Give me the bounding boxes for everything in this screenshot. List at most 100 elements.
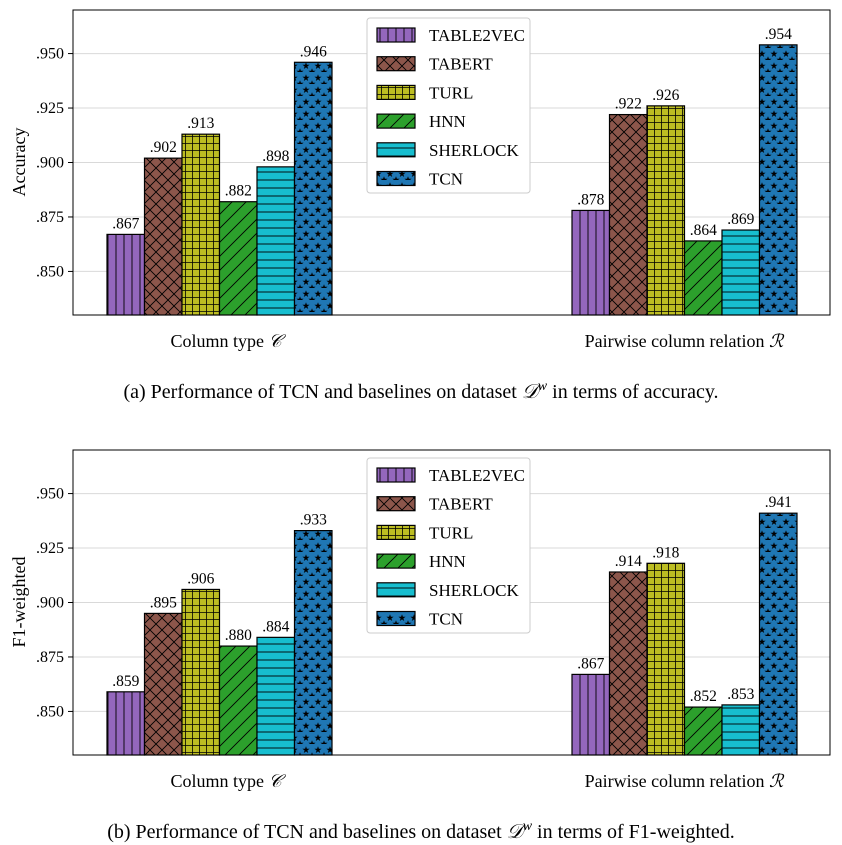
- data-label: .898: [262, 148, 289, 165]
- y-tick-label: .875: [36, 649, 64, 666]
- bars: [106, 44, 798, 316]
- y-tick-label: .950: [36, 46, 64, 63]
- data-label: .859: [112, 673, 139, 690]
- legend-swatch-hatch: [376, 496, 416, 512]
- legend-label: TCN: [429, 610, 463, 629]
- y-tick-label: .850: [36, 703, 64, 720]
- bar-hatch: [571, 673, 611, 756]
- legend-swatch-hatch: [376, 84, 416, 101]
- legend-label: SHERLOCK: [429, 141, 519, 160]
- category-label: Column type 𝒞: [170, 331, 286, 351]
- data-label: .906: [187, 570, 214, 587]
- data-label: .895: [150, 594, 177, 611]
- panel-caption: (a) Performance of TCN and baselines on …: [123, 379, 718, 403]
- bar-hatch: [106, 233, 146, 316]
- category-label: Column type 𝒞: [170, 771, 286, 791]
- legend-label: TABERT: [429, 55, 493, 74]
- data-label: .884: [262, 618, 289, 635]
- bar-hatch: [758, 44, 798, 316]
- data-label: .933: [300, 512, 327, 529]
- legend-swatch-hatch: [376, 553, 416, 569]
- y-tick-label: .875: [36, 209, 64, 226]
- bar-hatch: [721, 704, 761, 756]
- data-label: .902: [150, 139, 177, 156]
- data-label: .946: [300, 43, 327, 60]
- y-tick-label: .900: [36, 155, 64, 172]
- data-label: .954: [765, 26, 792, 43]
- legend-label: SHERLOCK: [429, 581, 519, 600]
- data-label: .878: [577, 191, 604, 208]
- bar-hatch: [646, 562, 686, 756]
- legend-label: TABERT: [429, 495, 493, 514]
- legend: TABLE2VEC TABERT TURL HNN SHERLOCK TCN: [366, 457, 531, 634]
- legend: TABLE2VEC TABERT TURL HNN SHERLOCK TCN: [366, 17, 531, 194]
- data-label: .864: [690, 222, 717, 239]
- bar-hatch: [293, 61, 333, 316]
- bar-hatch: [571, 209, 611, 316]
- y-ticks: .850 .875 .900 .925 .950: [36, 46, 73, 280]
- bar-hatch: [181, 588, 221, 756]
- panel-caption: (b) Performance of TCN and baselines on …: [107, 819, 735, 843]
- category-labels: Column type 𝒞 Pairwise column relation ℛ: [170, 771, 785, 791]
- y-tick-label: .850: [36, 263, 64, 280]
- panel-accuracy: .867 .878 .902 .922 .913 .926 .882 .864 .898 .869…: [9, 9, 831, 403]
- data-label: .913: [187, 115, 214, 132]
- legend-swatch-hatch: [376, 610, 416, 627]
- legend-label: TURL: [429, 83, 473, 102]
- legend-swatch-hatch: [376, 524, 416, 541]
- category-labels: Column type 𝒞 Pairwise column relation ℛ: [170, 331, 785, 351]
- bar-hatch: [143, 157, 183, 316]
- bar-hatch: [721, 229, 761, 316]
- data-label: .880: [225, 627, 252, 644]
- data-labels: .867 .878 .902 .922 .913 .926 .882 .864 .898 .869…: [112, 26, 792, 239]
- data-label: .882: [225, 183, 252, 200]
- legend-swatch-hatch: [376, 170, 416, 187]
- data-label: .922: [615, 96, 642, 113]
- legend-swatch-hatch: [376, 113, 416, 129]
- bar-hatch: [218, 201, 258, 316]
- bar-hatch: [181, 133, 221, 316]
- y-axis-label: Accuracy: [9, 128, 29, 197]
- legend-label: TABLE2VEC: [429, 26, 525, 45]
- bar-hatch: [143, 612, 183, 756]
- bar-hatch: [256, 636, 296, 756]
- bar-hatch: [106, 691, 146, 756]
- y-axis-label: F1-weighted: [9, 557, 29, 648]
- data-labels: .859 .867 .895 .914 .906 .918 .880 .852 .884 .853…: [112, 494, 792, 705]
- bar-hatch: [218, 645, 258, 756]
- bar-hatch: [608, 571, 648, 756]
- bar-hatch: [646, 105, 686, 316]
- legend-label: TCN: [429, 170, 463, 189]
- bar-hatch: [293, 530, 333, 756]
- legend-label: HNN: [429, 552, 466, 571]
- data-label: .918: [652, 544, 679, 561]
- y-tick-label: .925: [36, 100, 64, 117]
- bars: [106, 512, 798, 756]
- category-label: Pairwise column relation ℛ: [585, 331, 785, 351]
- legend-swatch-hatch: [376, 142, 416, 158]
- y-tick-label: .900: [36, 595, 64, 612]
- data-label: .867: [577, 655, 604, 672]
- bar-hatch: [683, 240, 723, 316]
- y-tick-label: .925: [36, 540, 64, 557]
- legend-swatch-hatch: [376, 582, 416, 598]
- bar-hatch: [758, 512, 798, 756]
- y-tick-label: .950: [36, 486, 64, 503]
- legend-swatch-hatch: [376, 27, 416, 43]
- legend-swatch-hatch: [376, 56, 416, 72]
- legend-swatch-hatch: [376, 467, 416, 483]
- bar-hatch: [683, 706, 723, 756]
- bar-hatch: [256, 166, 296, 316]
- category-label: Pairwise column relation ℛ: [585, 771, 785, 791]
- panel-f1-weighted: .859 .867 .895 .914 .906 .918 .880 .852 .884 .853…: [9, 449, 831, 843]
- legend-label: HNN: [429, 112, 466, 131]
- data-label: .914: [615, 553, 642, 570]
- legend-label: TURL: [429, 523, 473, 542]
- data-label: .926: [652, 87, 679, 104]
- data-label: .853: [727, 686, 754, 703]
- bar-hatch: [608, 113, 648, 316]
- data-label: .941: [765, 494, 792, 511]
- data-label: .867: [112, 215, 139, 232]
- data-label: .852: [690, 688, 717, 705]
